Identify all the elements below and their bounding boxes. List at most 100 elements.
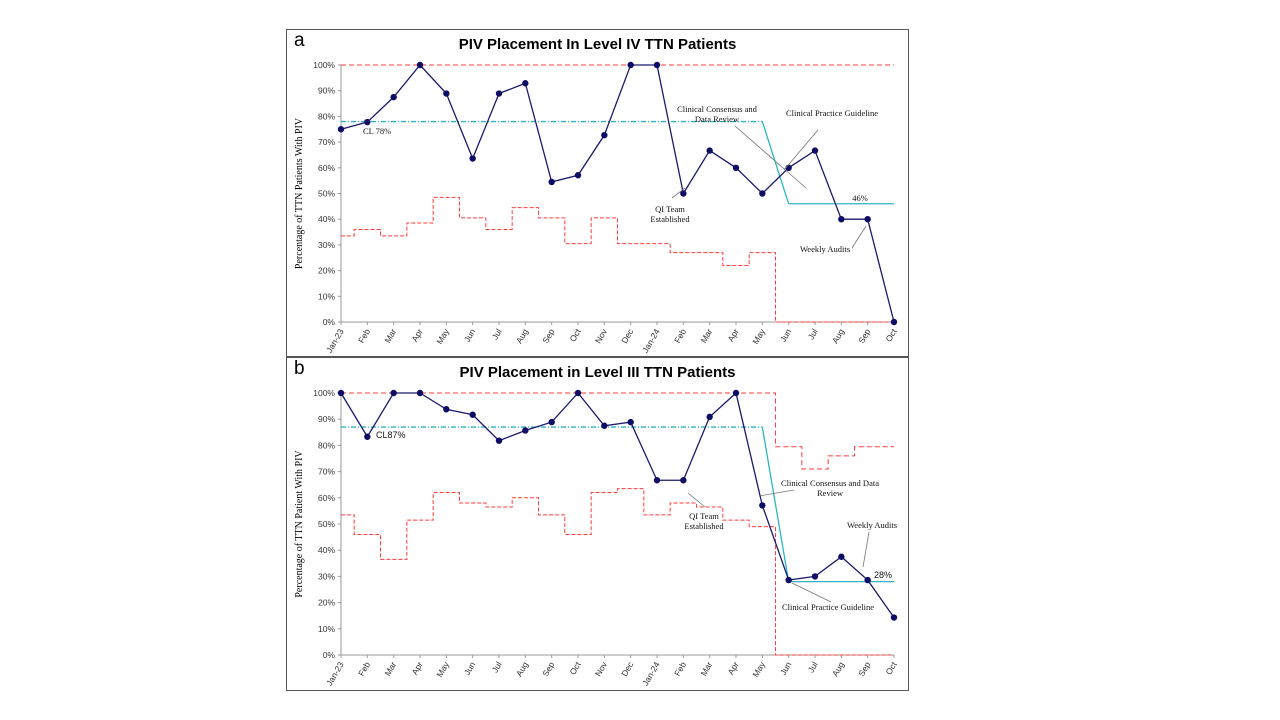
data-point xyxy=(601,131,608,139)
annotation-label: Clinical Practice Guideline xyxy=(786,108,878,118)
data-point xyxy=(627,61,634,69)
center-line-segment xyxy=(761,426,790,582)
data-point xyxy=(785,576,792,584)
data-point xyxy=(469,155,476,162)
y-tick-label: 80% xyxy=(318,440,335,450)
annotation-label: QI Team Established xyxy=(650,204,690,224)
annotation-label: Weekly Audits xyxy=(847,520,897,530)
x-tick-label: Feb xyxy=(672,327,688,345)
annotation-label-line: Established xyxy=(650,214,690,224)
annotation-leader xyxy=(791,582,832,603)
data-point xyxy=(443,406,450,413)
annotation-label-line: Weekly Audits xyxy=(800,244,850,254)
annotation-label-line: QI Team xyxy=(689,511,719,521)
annotation-label-line: Clinical Practice Guideline xyxy=(782,602,874,612)
data-point xyxy=(416,61,424,69)
annotation-label-line: Established xyxy=(684,521,724,531)
x-tick-label: Apr xyxy=(725,660,740,677)
data-point xyxy=(337,389,345,397)
chart-panel-b: b PIV Placement in Level III TTN Patient… xyxy=(286,357,909,691)
x-tick-label: Apr xyxy=(409,660,424,677)
x-tick-label: Sep xyxy=(540,660,556,678)
annotation-label-line: 46% xyxy=(852,193,868,203)
data-point xyxy=(732,164,740,171)
data-point xyxy=(522,80,529,87)
data-point xyxy=(390,93,397,101)
data-point xyxy=(548,178,555,186)
x-tick-label: Oct xyxy=(567,659,583,676)
x-tick-label: Apr xyxy=(409,327,424,344)
chart-svg-a: Percentage of TTN Patients With PIV 0% 10%… xyxy=(294,60,899,355)
x-tick-label: Sep xyxy=(540,327,556,345)
x-tick-label: Nov xyxy=(593,659,610,678)
panel-letter: a xyxy=(294,30,305,51)
annotation-leader xyxy=(783,129,819,171)
x-tick-label: Dec xyxy=(619,326,636,345)
data-point xyxy=(653,61,661,69)
y-tick-label: 40% xyxy=(318,545,335,555)
data-point xyxy=(706,147,713,154)
x-tick-label: Aug xyxy=(514,660,530,678)
annotation-leader xyxy=(851,225,867,249)
annotation-label-line: Clinical Consensus and xyxy=(677,104,758,114)
annotation-label: CL 78% xyxy=(363,126,391,136)
x-tick-label: Nov xyxy=(593,326,610,345)
x-tick-label: Jan-23 xyxy=(324,660,346,688)
x-tick-label: Jun xyxy=(462,660,478,677)
x-tick-label: Oct xyxy=(567,326,583,343)
annotation-label-line: Weekly Audits xyxy=(847,520,897,530)
x-tick-label: Apr xyxy=(725,327,740,344)
x-tick-label: Oct xyxy=(883,659,899,676)
data-point xyxy=(627,418,634,426)
y-tick-label: 50% xyxy=(318,189,335,199)
lower-control-limit xyxy=(341,488,894,656)
y-tick-label: 30% xyxy=(318,571,335,581)
data-point xyxy=(443,90,450,97)
x-tick-label: May xyxy=(750,659,767,679)
x-tick-label: Dec xyxy=(619,659,636,678)
data-point xyxy=(864,576,871,584)
annotation-label-line: 28% xyxy=(874,570,892,580)
y-tick-label: 100% xyxy=(313,60,335,70)
x-tick-label: Mar xyxy=(698,660,714,678)
data-point xyxy=(416,389,424,397)
data-series-line xyxy=(340,391,895,618)
annotation-label-line: Data Review xyxy=(695,114,740,124)
data-point xyxy=(759,190,766,197)
data-point xyxy=(890,614,898,621)
data-point xyxy=(732,389,740,397)
data-point xyxy=(811,147,819,154)
data-point xyxy=(680,477,687,484)
chart-title: PIV Placement In Level IV TTN Patients xyxy=(458,36,737,53)
y-tick-label: 50% xyxy=(318,519,335,529)
data-point xyxy=(785,164,792,171)
x-tick-label: May xyxy=(434,659,451,679)
data-point xyxy=(495,437,503,444)
y-tick-label: 90% xyxy=(318,86,335,96)
data-point xyxy=(838,553,845,560)
x-tick-label: Jan-24 xyxy=(640,327,662,355)
data-point xyxy=(522,427,529,434)
y-axis-label: Percentage of TTN Patient With PIV xyxy=(294,450,305,598)
x-tick-label: Jun xyxy=(778,327,794,344)
x-tick-label: Jul xyxy=(806,327,820,342)
y-tick-label: 70% xyxy=(318,137,335,147)
y-tick-label: 60% xyxy=(318,163,335,173)
data-point xyxy=(706,413,713,421)
y-tick-label: 40% xyxy=(318,214,335,224)
y-axis-label: Percentage of TTN Patients With PIV xyxy=(294,117,305,269)
y-tick-label: 80% xyxy=(318,111,335,121)
x-tick-label: Aug xyxy=(514,327,530,345)
data-point xyxy=(337,126,345,133)
data-point xyxy=(890,318,898,326)
annotation-label-line: CL87% xyxy=(376,430,406,440)
x-tick-label: May xyxy=(434,326,451,346)
data-point xyxy=(574,172,582,179)
x-tick-label: Jan-23 xyxy=(324,327,346,355)
annotation-label-line: Clinical Consensus and Data xyxy=(781,478,879,488)
y-tick-label: 20% xyxy=(318,598,335,608)
data-point xyxy=(364,433,371,440)
chart-panel-a: a PIV Placement In Level IV TTN Patients… xyxy=(286,29,909,357)
annotation-label-line: Clinical Practice Guideline xyxy=(786,108,878,118)
chart-title: PIV Placement in Level III TTN Patients xyxy=(459,364,736,381)
